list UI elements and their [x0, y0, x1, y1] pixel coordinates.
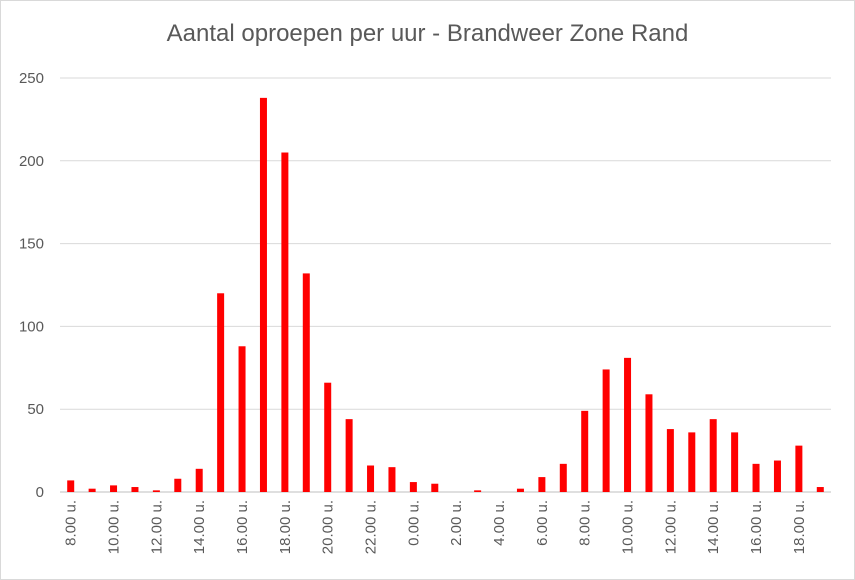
y-tick-label: 0 — [36, 484, 44, 501]
x-tick-label: 4.00 u. — [491, 500, 508, 546]
x-tick-label: 18.00 u. — [277, 500, 294, 554]
y-tick-label: 150 — [19, 236, 44, 253]
x-tick-label: 10.00 u. — [106, 500, 123, 554]
bar — [731, 432, 739, 492]
x-tick-label: 6.00 u. — [534, 500, 551, 546]
bar — [581, 410, 589, 492]
y-tick-label: 100 — [19, 318, 44, 335]
x-tick-label: 0.00 u. — [405, 500, 422, 546]
x-tick-label: 8.00 u. — [577, 500, 594, 546]
bar — [645, 394, 653, 492]
chart-title: Aantal oproepen per uur - Brandweer Zone… — [166, 20, 689, 47]
bar — [259, 97, 267, 492]
bar — [431, 483, 439, 492]
bar — [131, 487, 139, 492]
x-tick-label: 14.00 u. — [191, 500, 208, 554]
x-tick-label: 12.00 u. — [662, 500, 679, 554]
bar — [559, 463, 567, 492]
x-tick-label: 8.00 u. — [63, 500, 80, 546]
bar — [538, 477, 546, 492]
y-tick-label: 250 — [19, 70, 44, 87]
x-tick-label: 12.00 u. — [148, 500, 165, 554]
x-tick-label: 16.00 u. — [234, 500, 251, 554]
bar — [388, 467, 396, 492]
bar — [688, 432, 696, 492]
bar — [752, 463, 760, 492]
bar — [602, 369, 610, 492]
bar — [281, 152, 289, 492]
x-tick-label: 14.00 u. — [705, 500, 722, 554]
x-tick-label: 18.00 u. — [791, 500, 808, 554]
y-tick-label: 50 — [27, 401, 44, 418]
bar — [67, 480, 75, 492]
x-tick-label: 16.00 u. — [748, 500, 765, 554]
bar — [195, 468, 203, 492]
bar — [110, 485, 118, 492]
bar — [152, 490, 160, 492]
x-tick-label: 10.00 u. — [620, 500, 637, 554]
bar — [773, 460, 781, 492]
bar — [795, 445, 803, 492]
bar — [367, 465, 375, 492]
bar — [474, 490, 482, 492]
x-tick-label: 20.00 u. — [320, 500, 337, 554]
bar — [174, 478, 182, 492]
bar — [88, 488, 96, 492]
bar — [666, 429, 674, 492]
bar — [345, 419, 353, 492]
bar — [409, 482, 417, 492]
bar — [238, 346, 246, 492]
bar — [302, 273, 310, 492]
bar — [217, 293, 225, 492]
bar — [624, 357, 632, 492]
bar — [516, 488, 524, 492]
x-tick-label: 2.00 u. — [448, 500, 465, 546]
bar — [709, 419, 717, 492]
y-tick-label: 200 — [19, 153, 44, 170]
bar — [816, 487, 824, 492]
bar — [324, 382, 332, 492]
x-tick-label: 22.00 u. — [363, 500, 380, 554]
